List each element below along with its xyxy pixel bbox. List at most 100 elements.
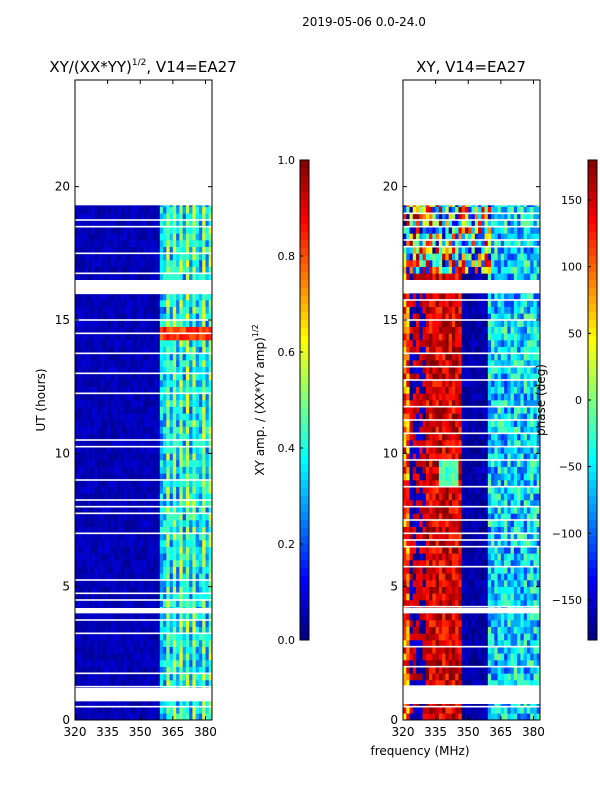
heatmap-cell	[110, 260, 115, 267]
heatmap-cell	[185, 260, 190, 267]
heatmap-cell	[185, 226, 190, 234]
heatmap-cell	[169, 360, 174, 367]
heatmap-cell	[153, 480, 157, 487]
heatmap-cell	[510, 500, 515, 507]
heatmap-cell	[409, 466, 414, 474]
heatmap-cell	[159, 653, 164, 661]
heatmap-cell	[195, 306, 200, 314]
heatmap-cell	[104, 493, 108, 501]
heatmap-cell	[81, 360, 86, 367]
heatmap-cell	[150, 426, 154, 434]
heatmap-cell	[478, 560, 482, 567]
heatmap-cell	[442, 600, 446, 607]
heatmap-cell	[78, 205, 82, 207]
heatmap-cell	[455, 466, 459, 474]
heatmap-cell	[84, 326, 89, 334]
heatmap-cell	[88, 573, 92, 581]
heatmap-cell	[159, 253, 164, 261]
heatmap-cell	[533, 600, 538, 607]
heatmap-cell	[189, 306, 193, 314]
heatmap-cell	[481, 493, 485, 501]
heatmap-cell	[484, 586, 489, 594]
heatmap-cell	[75, 260, 79, 267]
heatmap-cell	[150, 626, 154, 634]
heatmap-cell	[81, 446, 86, 454]
heatmap-cell	[123, 206, 128, 214]
heatmap-cell	[192, 440, 196, 447]
heatmap-cell	[84, 493, 89, 501]
heatmap-cell	[185, 393, 190, 401]
heatmap-cell	[166, 240, 170, 247]
heatmap-cell	[198, 380, 203, 387]
heatmap-cell	[110, 206, 115, 214]
heatmap-cell	[78, 233, 82, 241]
heatmap-cell	[166, 213, 170, 221]
heatmap-cell	[84, 700, 89, 707]
heatmap-cell	[189, 413, 193, 421]
heatmap-cell	[150, 593, 154, 601]
heatmap-cell	[127, 446, 131, 454]
heatmap-cell	[429, 640, 433, 647]
heatmap-cell	[179, 360, 183, 367]
heatmap-cell	[156, 313, 161, 321]
heatmap-cell	[458, 600, 463, 607]
heatmap-cell	[169, 406, 174, 414]
heatmap-cell	[91, 480, 95, 487]
heatmap-cell	[146, 620, 151, 627]
heatmap-cell	[140, 566, 144, 574]
heatmap-cell	[468, 626, 472, 634]
heatmap-cell	[78, 413, 82, 421]
heatmap-cell	[110, 626, 115, 634]
heatmap-cell	[202, 566, 206, 574]
heatmap-cell	[497, 480, 502, 487]
colorbar-segment	[300, 344, 309, 353]
heatmap-cell	[123, 253, 128, 261]
heatmap-cell	[195, 260, 200, 267]
heatmap-cell	[484, 593, 489, 601]
heatmap-cell	[88, 426, 92, 434]
heatmap-cell	[94, 300, 99, 307]
heatmap-cell	[205, 360, 210, 367]
heatmap-cell	[110, 660, 115, 667]
heatmap-cell	[513, 473, 518, 481]
heatmap-cell	[156, 580, 161, 587]
heatmap-cell	[136, 300, 141, 307]
heatmap-cell	[442, 633, 446, 641]
heatmap-cell	[110, 205, 115, 207]
heatmap-cell	[84, 220, 89, 227]
heatmap-cell	[438, 626, 443, 634]
heatmap-cell	[114, 386, 118, 394]
heatmap-cell	[136, 393, 141, 401]
heatmap-cell	[120, 560, 125, 567]
heatmap-cell	[189, 513, 193, 521]
heatmap-cell	[107, 453, 112, 461]
heatmap-cell	[120, 386, 125, 394]
heatmap-cell	[136, 380, 141, 387]
heatmap-cell	[88, 680, 92, 687]
heatmap-cell	[182, 713, 187, 721]
heatmap-cell	[140, 613, 144, 621]
heatmap-cell	[110, 600, 115, 607]
heatmap-cell	[136, 526, 141, 534]
heatmap-cell	[445, 540, 449, 547]
heatmap-cell	[91, 593, 95, 601]
heatmap-cell	[163, 313, 167, 321]
heatmap-cell	[117, 473, 121, 481]
heatmap-cell	[533, 506, 538, 514]
heatmap-cell	[487, 653, 492, 661]
heatmap-cell	[468, 520, 472, 527]
heatmap-cell	[182, 246, 187, 254]
heatmap-cell	[442, 613, 446, 621]
heatmap-cell	[117, 406, 121, 414]
heatmap-cell	[91, 313, 95, 321]
heatmap-cell	[458, 713, 463, 721]
heatmap-cell	[468, 513, 472, 521]
heatmap-cell	[78, 560, 82, 567]
heatmap-cell	[422, 620, 427, 627]
heatmap-cell	[202, 533, 206, 541]
heatmap-cell	[179, 373, 183, 381]
heatmap-cell	[156, 460, 161, 467]
heatmap-cell	[176, 660, 180, 667]
heatmap-cell	[75, 460, 79, 467]
heatmap-cell	[208, 653, 213, 661]
